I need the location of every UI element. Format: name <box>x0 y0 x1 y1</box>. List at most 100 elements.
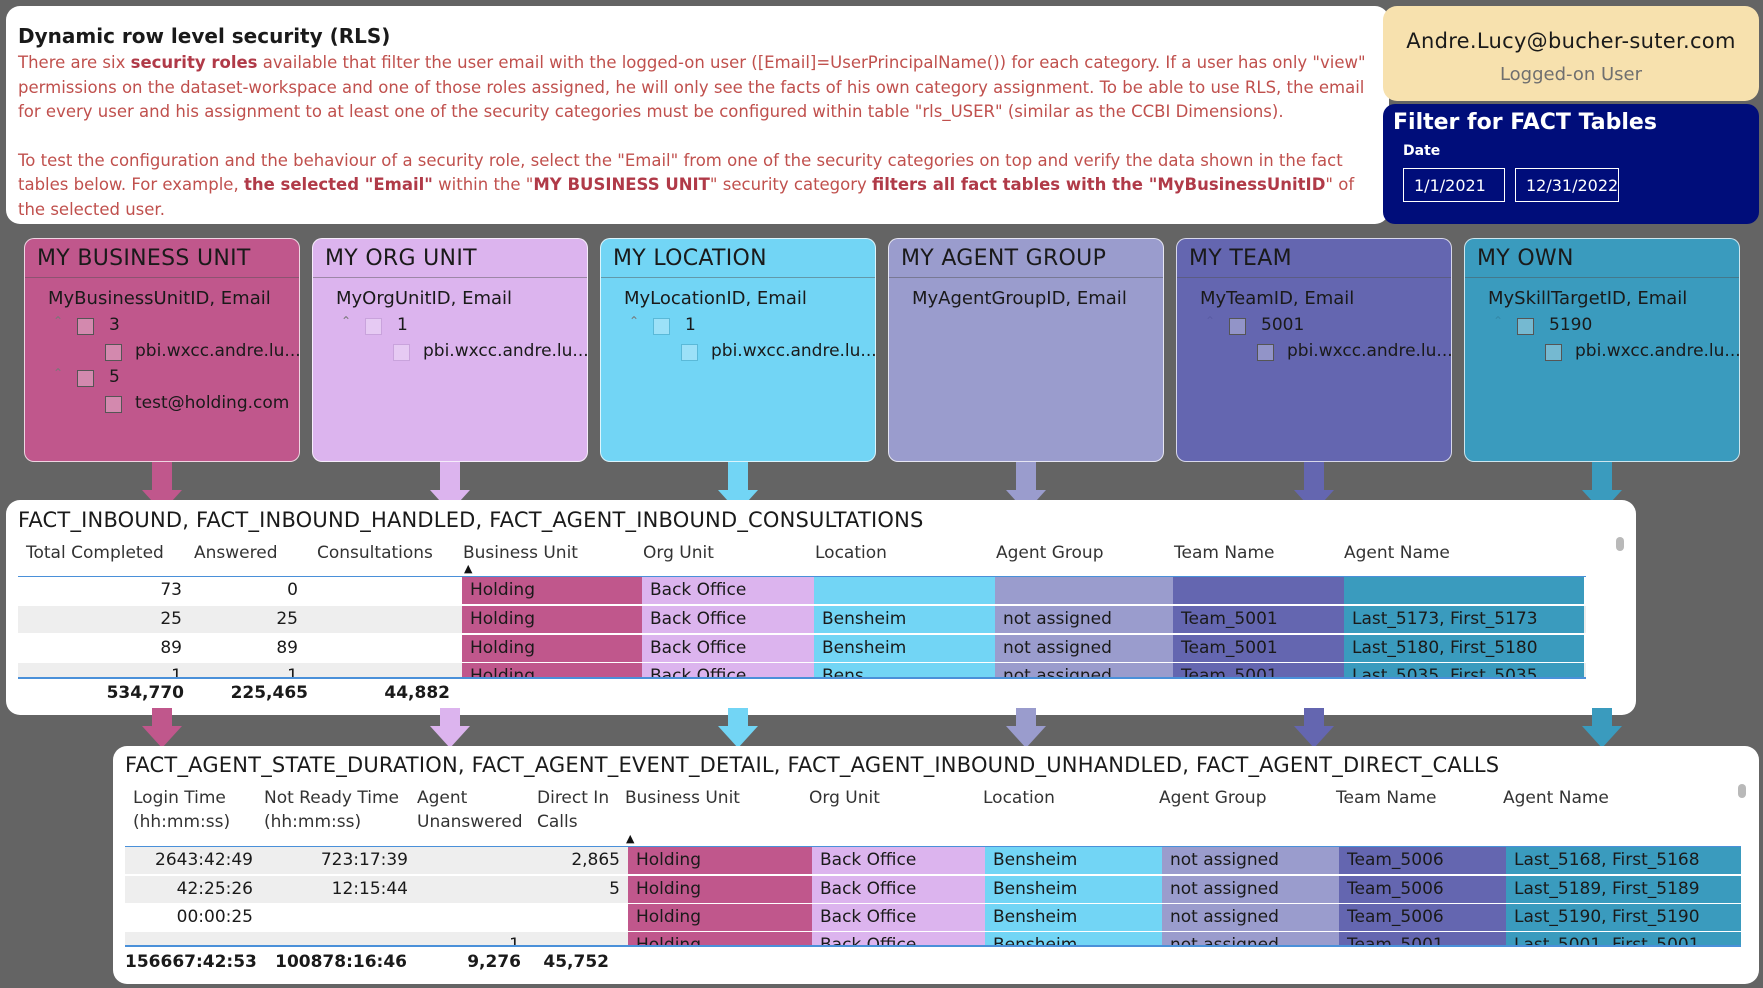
vertical-scrollbar[interactable] <box>1616 537 1624 551</box>
table-body: 2643:42:49 723:17:39 2,865 Holding Back … <box>125 847 1741 945</box>
login-time-sum: 156667:42:53 <box>125 952 257 972</box>
intro-paragraph-2: To test the configuration and the behavi… <box>18 150 1355 219</box>
card-my-agent-group: MY AGENT GROUP MyAgentGroupID, Email <box>888 238 1164 462</box>
col-header-business-unit[interactable]: Business Unit <box>625 788 740 808</box>
table-row[interactable]: 1 Holding Back Office Bensheim not assig… <box>125 932 1741 945</box>
card-title: MY AGENT GROUP <box>889 239 1163 278</box>
card-subtitle: MyBusinessUnitID, Email <box>48 288 271 309</box>
fact-agent-table: FACT_AGENT_STATE_DURATION, FACT_AGENT_EV… <box>113 746 1759 984</box>
chevron-up-icon[interactable]: ⌃ <box>53 366 64 380</box>
col-header-team-name[interactable]: Team Name <box>1174 543 1275 563</box>
checkbox[interactable] <box>681 344 698 361</box>
date-label: Date <box>1403 143 1441 159</box>
chevron-up-icon[interactable]: ⌃ <box>1493 314 1504 328</box>
chevron-up-icon[interactable]: ⌃ <box>53 314 64 328</box>
checkbox[interactable] <box>653 318 670 335</box>
sort-ascending-icon[interactable]: ▲ <box>626 832 635 845</box>
tree-leaf-email[interactable]: pbi.wxcc.andre.lu... <box>1465 339 1741 365</box>
col-header-location[interactable]: Location <box>815 543 887 563</box>
col-header-org-unit[interactable]: Org Unit <box>809 788 880 808</box>
col-header-business-unit[interactable]: Business Unit <box>463 543 578 563</box>
total-completed-sum: 534,770 <box>106 683 184 703</box>
date-end-input[interactable]: 12/31/2022 <box>1515 168 1619 202</box>
col-header-org-unit[interactable]: Org Unit <box>643 543 714 563</box>
checkbox[interactable] <box>77 370 94 387</box>
checkbox[interactable] <box>105 344 122 361</box>
user-email: Andre.Lucy@bucher-suter.com <box>1406 29 1736 53</box>
totals-divider <box>18 677 1586 679</box>
table-title: FACT_AGENT_STATE_DURATION, FACT_AGENT_EV… <box>125 753 1500 777</box>
col-header-agent-group[interactable]: Agent Group <box>996 543 1104 563</box>
tree-leaf-email[interactable]: pbi.wxcc.andre.lu... <box>1177 339 1453 365</box>
card-subtitle: MyTeamID, Email <box>1200 288 1355 309</box>
col-header-not-ready-time[interactable]: Not Ready Time (hh:mm:ss) <box>264 788 399 832</box>
table-row[interactable]: 89 89 Holding Back Office Bensheim not a… <box>18 635 1586 662</box>
card-my-location: MY LOCATION MyLocationID, Email ⌃ 1 pbi.w… <box>600 238 877 462</box>
not-ready-time-sum: 100878:16:46 <box>275 952 407 972</box>
tree-leaf-email[interactable]: pbi.wxcc.andre.lu... <box>25 339 301 365</box>
table-body: 73 0 Holding Back Office 25 25 Holding B… <box>18 577 1586 677</box>
col-header-agent-group[interactable]: Agent Group <box>1159 788 1267 808</box>
header-divider <box>18 576 1586 577</box>
checkbox[interactable] <box>393 344 410 361</box>
page-title: Dynamic row level security (RLS) <box>18 24 391 48</box>
table-title: FACT_INBOUND, FACT_INBOUND_HANDLED, FACT… <box>18 508 924 532</box>
tree-node-3[interactable]: ⌃ 3 <box>53 314 120 335</box>
chevron-up-icon[interactable]: ⌃ <box>629 314 640 328</box>
tree-node-5[interactable]: ⌃ 5 <box>53 366 120 387</box>
tree-node-1[interactable]: ⌃ 1 <box>341 314 408 335</box>
checkbox[interactable] <box>365 318 382 335</box>
tree-leaf-email[interactable]: pbi.wxcc.andre.lu... <box>601 339 877 365</box>
col-header-location[interactable]: Location <box>983 788 1055 808</box>
tree-node-5001[interactable]: ⌃ 5001 <box>1205 314 1305 335</box>
user-label: Logged-on User <box>1499 64 1643 85</box>
consultations-sum: 44,882 <box>384 683 450 703</box>
table-row[interactable]: 73 0 Holding Back Office <box>18 577 1586 604</box>
chevron-up-icon[interactable]: ⌃ <box>341 314 352 328</box>
col-header-agent-name[interactable]: Agent Name <box>1344 543 1450 563</box>
card-my-business-unit: MY BUSINESS UNIT MyBusinessUnitID, Email… <box>24 238 301 462</box>
col-header-agent-name[interactable]: Agent Name <box>1503 788 1609 808</box>
table-row[interactable]: 25 25 Holding Back Office Bensheim not a… <box>18 606 1586 633</box>
card-title: MY TEAM <box>1177 239 1451 278</box>
intro-panel: Dynamic row level security (RLS) There a… <box>6 6 1389 224</box>
checkbox[interactable] <box>77 318 94 335</box>
logged-on-user-card: Andre.Lucy@bucher-suter.com Logged-on Us… <box>1383 6 1759 101</box>
table-row[interactable]: 2643:42:49 723:17:39 2,865 Holding Back … <box>125 847 1741 874</box>
sort-ascending-icon[interactable]: ▲ <box>464 562 473 575</box>
tree-node-5190[interactable]: ⌃ 5190 <box>1493 314 1593 335</box>
tree-leaf-email[interactable]: test@holding.com <box>25 391 299 417</box>
tree-node-1[interactable]: ⌃ 1 <box>629 314 696 335</box>
fact-inbound-table: FACT_INBOUND, FACT_INBOUND_HANDLED, FACT… <box>6 500 1636 715</box>
filter-title: Filter for FACT Tables <box>1393 110 1657 135</box>
checkbox[interactable] <box>1257 344 1274 361</box>
checkbox[interactable] <box>1545 344 1562 361</box>
totals-divider <box>125 945 1741 947</box>
card-title: MY ORG UNIT <box>313 239 587 278</box>
checkbox[interactable] <box>1517 318 1534 335</box>
col-header-team-name[interactable]: Team Name <box>1336 788 1437 808</box>
col-header-consultations[interactable]: Consultations <box>317 543 433 563</box>
col-header-answered[interactable]: Answered <box>194 543 278 563</box>
table-row[interactable]: 42:25:26 12:15:44 5 Holding Back Office … <box>125 876 1741 903</box>
header-divider <box>125 846 1741 847</box>
checkbox[interactable] <box>1229 318 1246 335</box>
card-subtitle: MySkillTargetID, Email <box>1488 288 1688 309</box>
col-header-total-completed[interactable]: Total Completed <box>26 543 164 563</box>
vertical-scrollbar[interactable] <box>1738 784 1746 798</box>
date-start-input[interactable]: 1/1/2021 <box>1403 168 1505 202</box>
card-my-org-unit: MY ORG UNIT MyOrgUnitID, Email ⌃ 1 pbi.wx… <box>312 238 589 462</box>
col-header-login-time[interactable]: Login Time (hh:mm:ss) <box>133 788 231 832</box>
col-header-agent-unanswered[interactable]: Agent Unanswered <box>417 788 523 832</box>
answered-sum: 225,465 <box>230 683 308 703</box>
card-my-own: MY OWN MySkillTargetID, Email ⌃ 5190 pbi.… <box>1464 238 1741 462</box>
agent-unanswered-sum: 9,276 <box>467 952 521 972</box>
card-title: MY OWN <box>1465 239 1739 278</box>
table-row[interactable]: 1 1 Holding Back Office Bens not assigne… <box>18 663 1586 677</box>
direct-in-calls-sum: 45,752 <box>543 952 609 972</box>
checkbox[interactable] <box>105 396 122 413</box>
table-row[interactable]: 00:00:25 Holding Back Office Bensheim no… <box>125 904 1741 931</box>
tree-leaf-email[interactable]: pbi.wxcc.andre.lu... <box>313 339 589 365</box>
col-header-direct-in-calls[interactable]: Direct In Calls <box>537 788 610 832</box>
chevron-up-icon[interactable]: ⌃ <box>1205 314 1216 328</box>
